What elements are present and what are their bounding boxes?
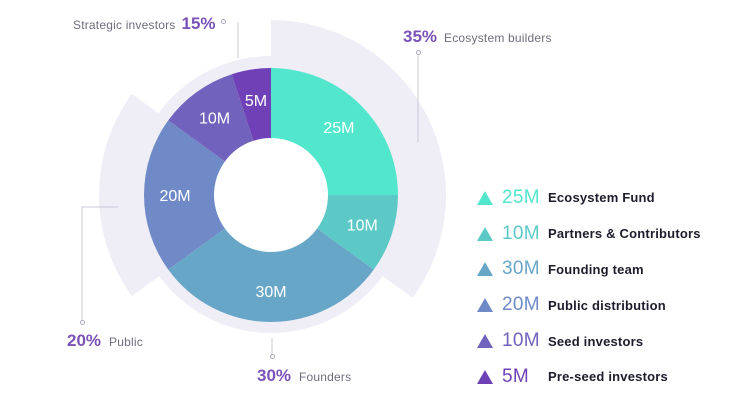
slice-label: 5M	[245, 93, 267, 110]
leader-dot	[80, 320, 85, 325]
group-label-ecosystem: 35% Ecosystem builders	[403, 27, 552, 47]
slice-5	[231, 68, 271, 141]
group-label-strategic: Strategic investors 15%	[73, 14, 216, 34]
triangle-icon	[477, 226, 493, 241]
slice-4	[168, 74, 254, 162]
legend-label: Public distribution	[548, 297, 666, 313]
group-name: Ecosystem builders	[444, 31, 552, 45]
group-percent: 35%	[403, 27, 438, 46]
band-strategic-investors	[158, 56, 271, 121]
triangle-icon	[477, 334, 493, 349]
legend-item: 5M Pre-seed investors	[476, 359, 701, 395]
legend-label: Pre-seed investors	[548, 369, 668, 385]
legend-value: 5M	[502, 365, 529, 387]
slice-label: 25M	[323, 120, 354, 137]
legend-label: Founding team	[548, 261, 644, 277]
legend-label: Ecosystem Fund	[548, 190, 655, 206]
group-label-founders: 30% Founders	[257, 366, 351, 386]
leader-dot	[416, 50, 421, 55]
legend-item: 30M Founding team	[476, 252, 701, 288]
group-label-public: 20% Public	[67, 331, 143, 351]
slice-label: 30M	[255, 284, 286, 301]
legend-value: 10M	[502, 222, 540, 244]
leader-lines	[81, 22, 419, 356]
group-name: Public	[109, 335, 143, 349]
group-name: Strategic investors	[73, 18, 176, 32]
group-percent: 15%	[181, 14, 216, 33]
legend-item: 10M Partners & Contributors	[476, 216, 701, 252]
slice-0	[271, 68, 398, 195]
legend-label: Seed investors	[548, 333, 644, 349]
group-percent: 20%	[67, 331, 102, 350]
band-founders	[159, 269, 383, 334]
slices	[144, 68, 398, 322]
legend-value: 25M	[502, 186, 540, 208]
legend-label: Partners & Contributors	[548, 226, 701, 242]
triangle-icon	[477, 262, 493, 277]
legend-value: 30M	[502, 258, 540, 280]
slice-3	[144, 120, 225, 270]
leader-dot	[270, 354, 275, 359]
band-ecosystem-builders	[271, 20, 446, 298]
group-name: Founders	[299, 370, 352, 384]
slice-labels: 25M 10M 30M 20M 10M 5M	[159, 93, 377, 301]
legend-value: 20M	[502, 294, 540, 316]
legend-item: 10M Seed investors	[476, 323, 701, 359]
slice-1	[317, 195, 398, 270]
slice-2	[168, 228, 374, 322]
slice-label: 20M	[159, 188, 190, 205]
triangle-icon	[477, 298, 493, 313]
legend: 25M Ecosystem Fund 10M Partners & Contribut…	[476, 180, 701, 395]
slice-label: 10M	[199, 110, 230, 127]
band-public	[98, 93, 169, 297]
legend-value: 10M	[502, 330, 540, 352]
slice-label: 10M	[347, 218, 378, 235]
legend-item: 20M Public distribution	[476, 287, 701, 323]
triangle-icon	[477, 190, 493, 205]
leader-line	[81, 206, 118, 322]
triangle-icon	[477, 369, 493, 384]
group-percent: 30%	[257, 366, 292, 385]
leader-dot	[221, 19, 226, 24]
legend-item: 25M Ecosystem Fund	[476, 180, 701, 216]
group-bands	[98, 20, 446, 334]
